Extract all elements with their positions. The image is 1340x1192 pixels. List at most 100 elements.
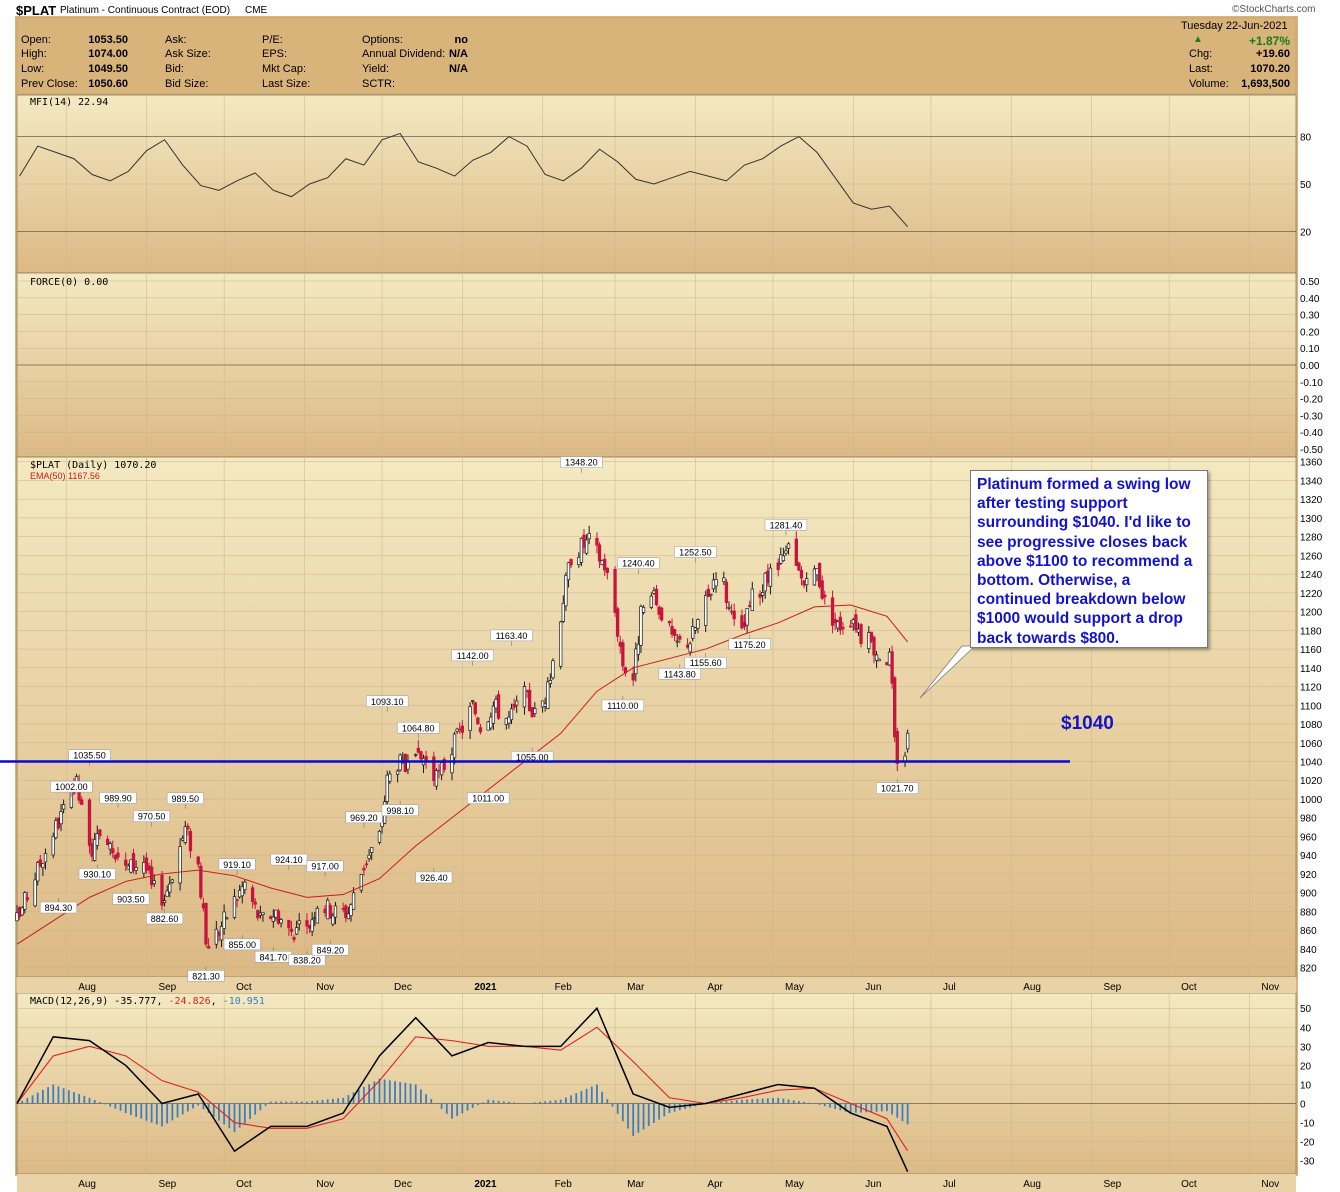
candle [672, 628, 677, 642]
force-title: FORCE(0) 0.00 [30, 277, 108, 288]
candle [750, 581, 754, 611]
histogram-bar [275, 1101, 277, 1104]
histogram-bar [487, 1099, 490, 1104]
x-tick-label-bottom: Nov [316, 1179, 334, 1190]
histogram-bar [233, 1103, 236, 1133]
x-tick-label-bottom: Feb [555, 1179, 573, 1190]
date-axis: Aug Aug Sep Sep Oct Oct Nov Nov Dec Dec 2021 2021 Fe… [78, 982, 1279, 1190]
x-tick-label: 2021 [474, 982, 497, 993]
candle [222, 904, 226, 935]
candle-body [561, 602, 565, 622]
histogram-bar [414, 1084, 417, 1104]
price-point-label: 919.10 [218, 858, 256, 875]
candle [691, 618, 695, 642]
x-tick-label: Oct [1181, 982, 1197, 993]
price-tick-label: 860 [1300, 926, 1317, 937]
candle-body [20, 907, 24, 916]
price-point-label: 1142.00 [451, 649, 494, 666]
candle-body [476, 717, 480, 725]
histogram-bar [373, 1081, 376, 1104]
candle [349, 903, 353, 922]
candle [292, 935, 296, 943]
candle-body [564, 574, 568, 607]
candle-body [17, 907, 22, 917]
candle-body [478, 727, 483, 733]
price-label-text: 998.10 [386, 806, 414, 816]
candle-body [732, 610, 736, 620]
candle-body [551, 660, 555, 679]
candle [584, 534, 589, 556]
candle-body [419, 751, 423, 760]
candle [331, 912, 335, 927]
candle-body [649, 595, 653, 608]
candle [758, 590, 762, 606]
price-label-text: 1348.20 [565, 458, 598, 468]
histogram-bar [901, 1103, 904, 1122]
candle [168, 876, 172, 898]
histogram-bar [735, 1100, 738, 1104]
histogram-bar [285, 1101, 288, 1104]
histogram-bar [404, 1082, 407, 1104]
annotation-callout: Platinum formed a swing low after testin… [970, 470, 1208, 648]
candle-body [830, 597, 835, 626]
price-label-text: 1055.00 [516, 752, 549, 762]
histogram-bar [590, 1086, 593, 1104]
candle-body [779, 554, 783, 564]
candle-body [867, 632, 871, 649]
price-tick-label: 900 [1300, 889, 1317, 900]
candle-body [621, 642, 625, 667]
candle-body [142, 862, 146, 874]
candle-body [794, 538, 798, 566]
candle [496, 690, 501, 720]
candle [636, 636, 641, 661]
volume-value: 1,693,500 [1241, 78, 1290, 90]
candle [693, 626, 697, 634]
candle [805, 572, 809, 593]
histogram-bar [207, 1103, 210, 1114]
price-tick-label: 1100 [1300, 701, 1322, 712]
price-label-text: 919.10 [223, 860, 251, 870]
candle [134, 860, 138, 875]
candle [305, 913, 309, 935]
price-label-text: 849.20 [317, 945, 345, 955]
candle-body [849, 625, 853, 628]
candle-body [144, 857, 149, 871]
volume-label: Volume: [1189, 78, 1229, 90]
histogram-bar [709, 1102, 712, 1104]
candle [416, 740, 420, 754]
candle [51, 832, 55, 859]
histogram-bar [368, 1084, 371, 1104]
candle-body [546, 681, 550, 709]
histogram-bar [756, 1098, 759, 1104]
histogram-bar [161, 1103, 163, 1127]
price-label-text: 970.50 [138, 812, 166, 822]
histogram-bar [839, 1103, 842, 1111]
price-label-box [876, 782, 919, 794]
histogram-bar [497, 1100, 500, 1104]
candle [170, 878, 174, 884]
candle-body [87, 799, 92, 846]
candle-body [437, 769, 441, 772]
price-label-box [311, 944, 349, 956]
price-label-box [674, 546, 717, 558]
histogram-bar [57, 1086, 60, 1104]
price-tick-label: 1300 [1300, 514, 1323, 525]
candle-body [15, 912, 19, 922]
candle [105, 835, 110, 846]
candle-body [261, 912, 265, 915]
candle-body [33, 879, 37, 907]
histogram-bar [658, 1103, 660, 1120]
force-tick-label: -0.40 [1300, 428, 1323, 439]
candle [849, 619, 853, 628]
price-label-box [133, 810, 171, 822]
candle [890, 645, 894, 689]
candle-body [297, 920, 301, 925]
histogram-bar [399, 1082, 402, 1104]
price-point-label: 1163.40 [490, 629, 533, 646]
price-tick-label: 1140 [1300, 664, 1322, 675]
histogram-bar [88, 1097, 91, 1104]
candle [631, 666, 635, 686]
candle-body [313, 917, 317, 919]
candle-body [491, 705, 496, 724]
chg-label: Chg: [1189, 48, 1213, 60]
